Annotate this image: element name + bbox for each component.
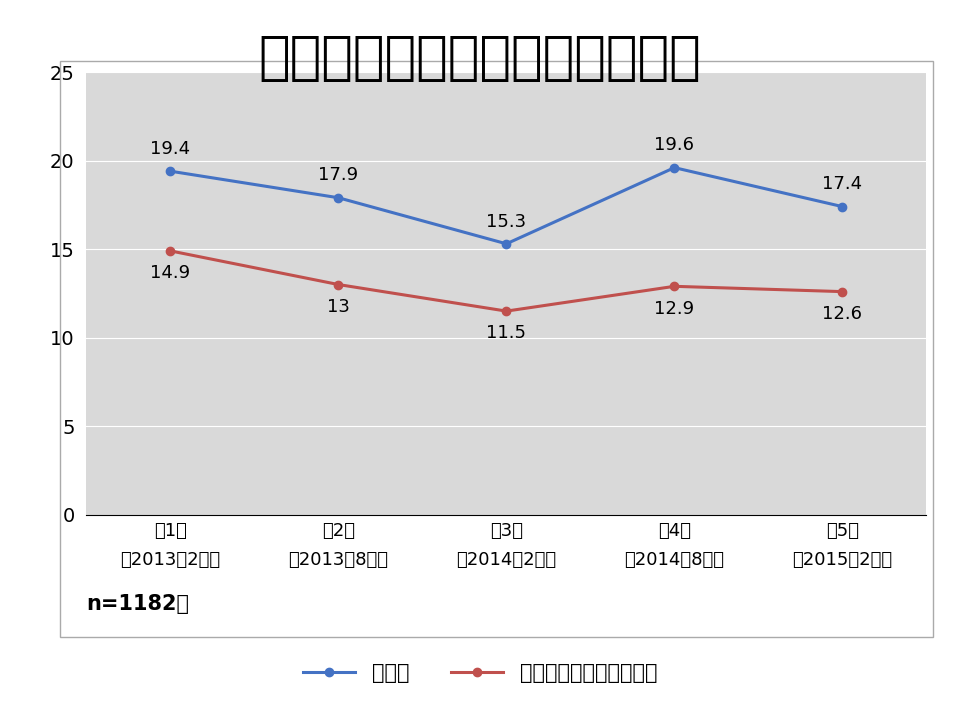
Legend: 福島県, 被災地を中心とした東北: 福島県, 被災地を中心とした東北 [295, 655, 665, 692]
Text: 第1回: 第1回 [154, 522, 187, 540]
Text: （2013年2月）: （2013年2月） [120, 551, 221, 569]
Text: 15.3: 15.3 [487, 212, 526, 230]
Text: 17.4: 17.4 [823, 176, 862, 194]
Text: 13: 13 [327, 298, 349, 316]
Text: 14.9: 14.9 [151, 264, 190, 282]
Text: 第2回: 第2回 [322, 522, 355, 540]
Text: 第5回: 第5回 [826, 522, 859, 540]
Text: 17.9: 17.9 [319, 166, 358, 184]
Text: 第3回: 第3回 [490, 522, 523, 540]
Text: 11.5: 11.5 [487, 325, 526, 343]
Text: 12.6: 12.6 [823, 305, 862, 323]
Text: n=1182人: n=1182人 [86, 594, 189, 614]
Text: 19.6: 19.6 [655, 136, 694, 154]
Text: （2014年2月）: （2014年2月） [456, 551, 557, 569]
Text: 食品を買うことをためらう産地: 食品を買うことをためらう産地 [258, 32, 702, 84]
Text: （2013年8月）: （2013年8月） [288, 551, 389, 569]
Text: 第4回: 第4回 [658, 522, 691, 540]
Text: （2015年2月）: （2015年2月） [792, 551, 893, 569]
Text: 12.9: 12.9 [655, 300, 694, 318]
Text: 19.4: 19.4 [151, 140, 190, 158]
Text: （2014年8月）: （2014年8月） [624, 551, 725, 569]
